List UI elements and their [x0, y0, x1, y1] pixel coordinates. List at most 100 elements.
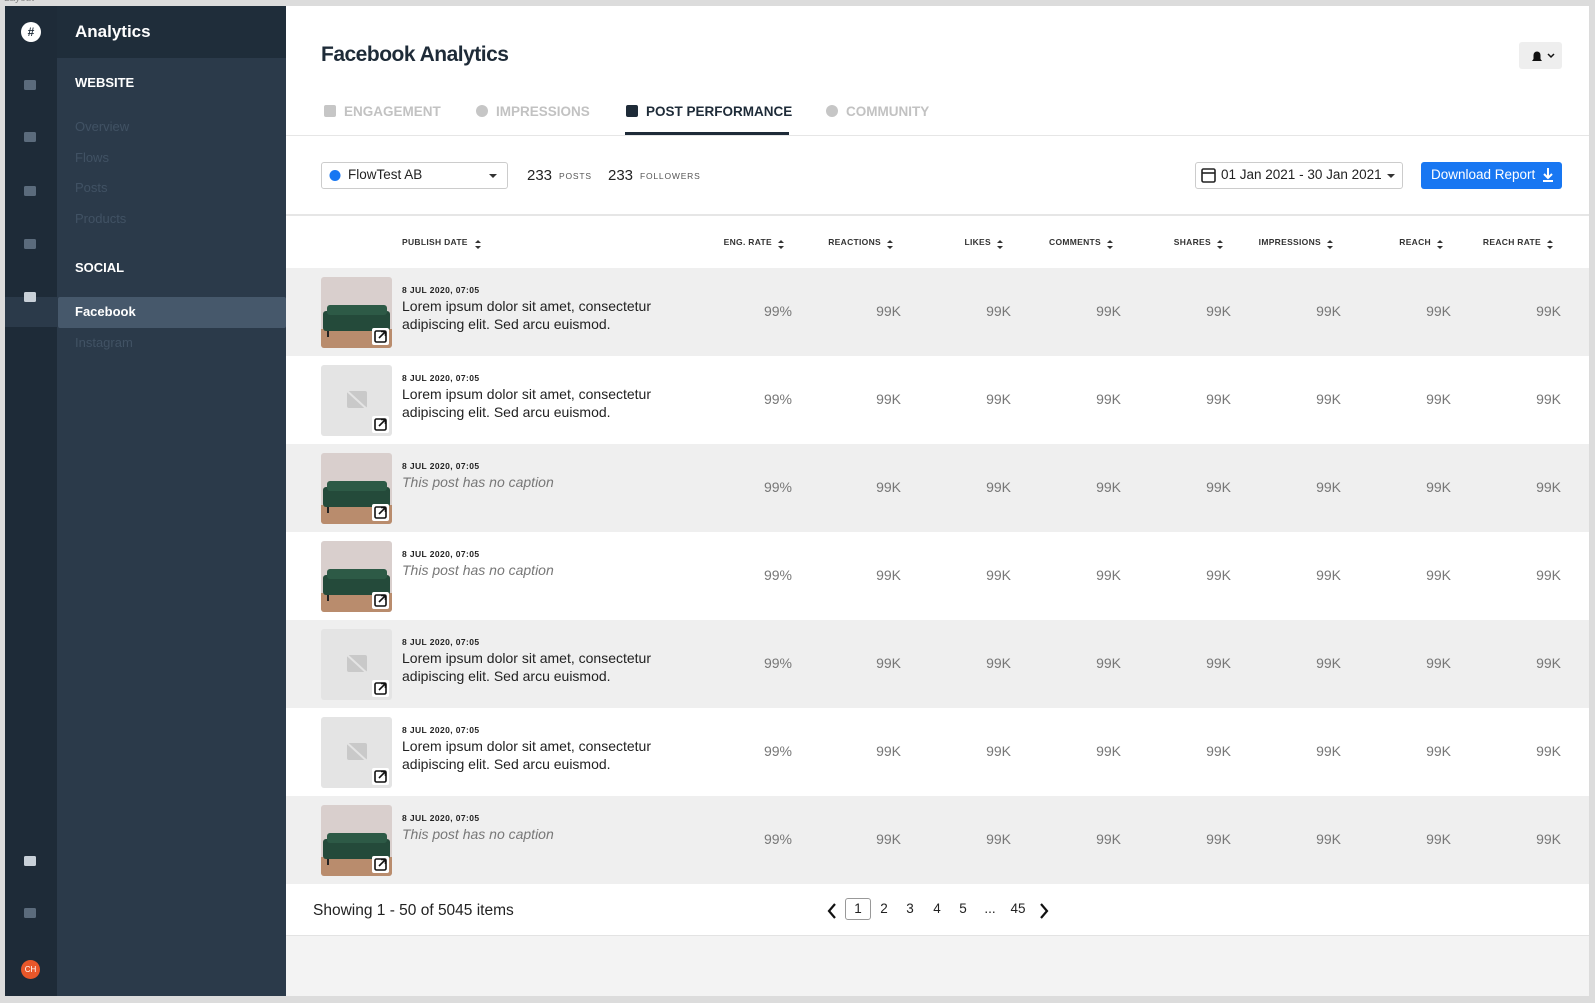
post-caption: Lorem ipsum dolor sit amet, consectetur …: [402, 650, 651, 684]
open-post-icon[interactable]: [372, 768, 389, 790]
nav-item[interactable]: Products: [75, 211, 127, 227]
nav-item[interactable]: Instagram: [75, 334, 133, 350]
tab-icon: [323, 104, 337, 123]
sort-icon: [1216, 237, 1224, 255]
metric-value: 99K: [1426, 655, 1451, 671]
metric-value: 99K: [986, 391, 1011, 407]
post-caption: This post has no caption: [402, 474, 554, 490]
sort-icon: [1326, 237, 1334, 255]
open-post-icon[interactable]: [372, 592, 389, 614]
metric-value: 99K: [1536, 567, 1561, 583]
rail-icon-svg: [24, 80, 36, 90]
page-button[interactable]: 3: [906, 901, 914, 916]
metric-value: 99K: [1536, 743, 1561, 759]
tab[interactable]: ENGAGEMENT: [344, 104, 441, 119]
tab-icon-svg: [476, 105, 488, 117]
nav-item[interactable]: Posts: [75, 180, 108, 196]
column-header[interactable]: SHARES: [1173, 237, 1211, 247]
download-button[interactable]: Download Report: [1421, 162, 1562, 189]
open-post-icon[interactable]: [372, 680, 389, 702]
metric-value: 99K: [1316, 479, 1341, 495]
sidebar-title: Analytics: [75, 22, 151, 41]
next-page[interactable]: [1038, 902, 1050, 925]
sidebar-header: [57, 6, 286, 58]
download-icon: [1542, 168, 1554, 187]
page-button[interactable]: 1: [845, 898, 871, 920]
logo: #: [20, 21, 42, 48]
sort-icon: [777, 237, 785, 255]
metric-value: 99K: [1426, 303, 1451, 319]
metric-value: 99K: [1206, 655, 1231, 671]
metric-value: 99K: [1206, 391, 1231, 407]
post-caption: Lorem ipsum dolor sit amet, consectetur …: [402, 738, 651, 772]
post-date: 8 JUL 2020, 07:05: [402, 373, 480, 383]
metric-value: 99K: [876, 831, 901, 847]
tab[interactable]: IMPRESSIONS: [496, 104, 590, 119]
page-select[interactable]: FlowTest AB: [321, 162, 508, 189]
column-header[interactable]: REACTIONS: [828, 237, 881, 247]
metric-value: 99K: [876, 655, 901, 671]
sort-icon: [1106, 237, 1114, 255]
metric-value: 99K: [1096, 831, 1121, 847]
metric-value: 99K: [1206, 831, 1231, 847]
metric-value: 99K: [1206, 479, 1231, 495]
rail-icon: [23, 854, 37, 873]
metric-value: 99K: [986, 479, 1011, 495]
column-header[interactable]: ENG. RATE: [723, 237, 772, 247]
metric-value: 99K: [1316, 391, 1341, 407]
section-title: SOCIAL: [75, 260, 125, 275]
column-header[interactable]: REACH: [1399, 237, 1431, 247]
metric-value: 99K: [876, 567, 901, 583]
metric-value: 99K: [986, 831, 1011, 847]
post-caption: Lorem ipsum dolor sit amet, consectetur …: [402, 298, 651, 332]
rail-icon-svg: [24, 856, 36, 866]
metric-value: 99%: [763, 743, 792, 759]
post-caption: This post has no caption: [402, 826, 554, 842]
sort-icon: [886, 237, 894, 255]
metric-value: 99K: [986, 303, 1011, 319]
page-title: Facebook Analytics: [321, 43, 509, 66]
page-button[interactable]: 4: [933, 901, 941, 916]
metric-value: 99K: [1536, 303, 1561, 319]
column-header[interactable]: REACH RATE: [1482, 237, 1541, 247]
page-button[interactable]: 2: [880, 901, 888, 916]
page-button[interactable]: 5: [959, 901, 967, 916]
tab[interactable]: POST PERFORMANCE: [646, 104, 793, 119]
table-row: [286, 268, 1589, 356]
rail-icon-svg: [24, 132, 36, 142]
metric-value: 99K: [1206, 743, 1231, 759]
sort-icon: [474, 237, 482, 255]
prev-page[interactable]: [826, 902, 838, 925]
open-post-icon-svg: [372, 592, 389, 609]
open-post-icon[interactable]: [372, 416, 389, 438]
column-header[interactable]: COMMENTS: [1049, 237, 1101, 247]
metric-value: 99K: [1536, 831, 1561, 847]
nav-item[interactable]: Flows: [75, 149, 109, 165]
sort-icon-svg: [1217, 240, 1223, 249]
tab-icon-svg: [626, 105, 638, 117]
tab-icon-svg: [826, 105, 838, 117]
page-button[interactable]: 45: [1010, 901, 1026, 916]
column-header[interactable]: LIKES: [964, 237, 991, 247]
tab[interactable]: COMMUNITY: [846, 104, 930, 119]
open-post-icon[interactable]: [372, 856, 389, 878]
open-post-icon[interactable]: [372, 328, 389, 350]
tab-underline: [625, 132, 789, 135]
notifications[interactable]: [1519, 42, 1562, 69]
date-range[interactable]: 01 Jan 2021 - 30 Jan 2021: [1195, 162, 1403, 189]
column-header[interactable]: PUBLISH DATE: [402, 237, 468, 247]
metric-value: 99%: [763, 567, 792, 583]
column-header[interactable]: IMPRESSIONS: [1258, 237, 1321, 247]
open-post-icon-svg: [372, 856, 389, 873]
nav-item[interactable]: Facebook: [75, 304, 136, 319]
next-page-svg: [1040, 903, 1049, 919]
metric-value: 99K: [1096, 655, 1121, 671]
open-post-icon-svg: [372, 504, 389, 521]
open-post-icon-svg: [372, 328, 389, 345]
open-post-icon[interactable]: [372, 504, 389, 526]
metric-value: 99K: [1096, 303, 1121, 319]
metric-value: 99%: [763, 391, 792, 407]
nav-item[interactable]: Overview: [75, 119, 130, 134]
page-button[interactable]: ...: [984, 901, 996, 916]
